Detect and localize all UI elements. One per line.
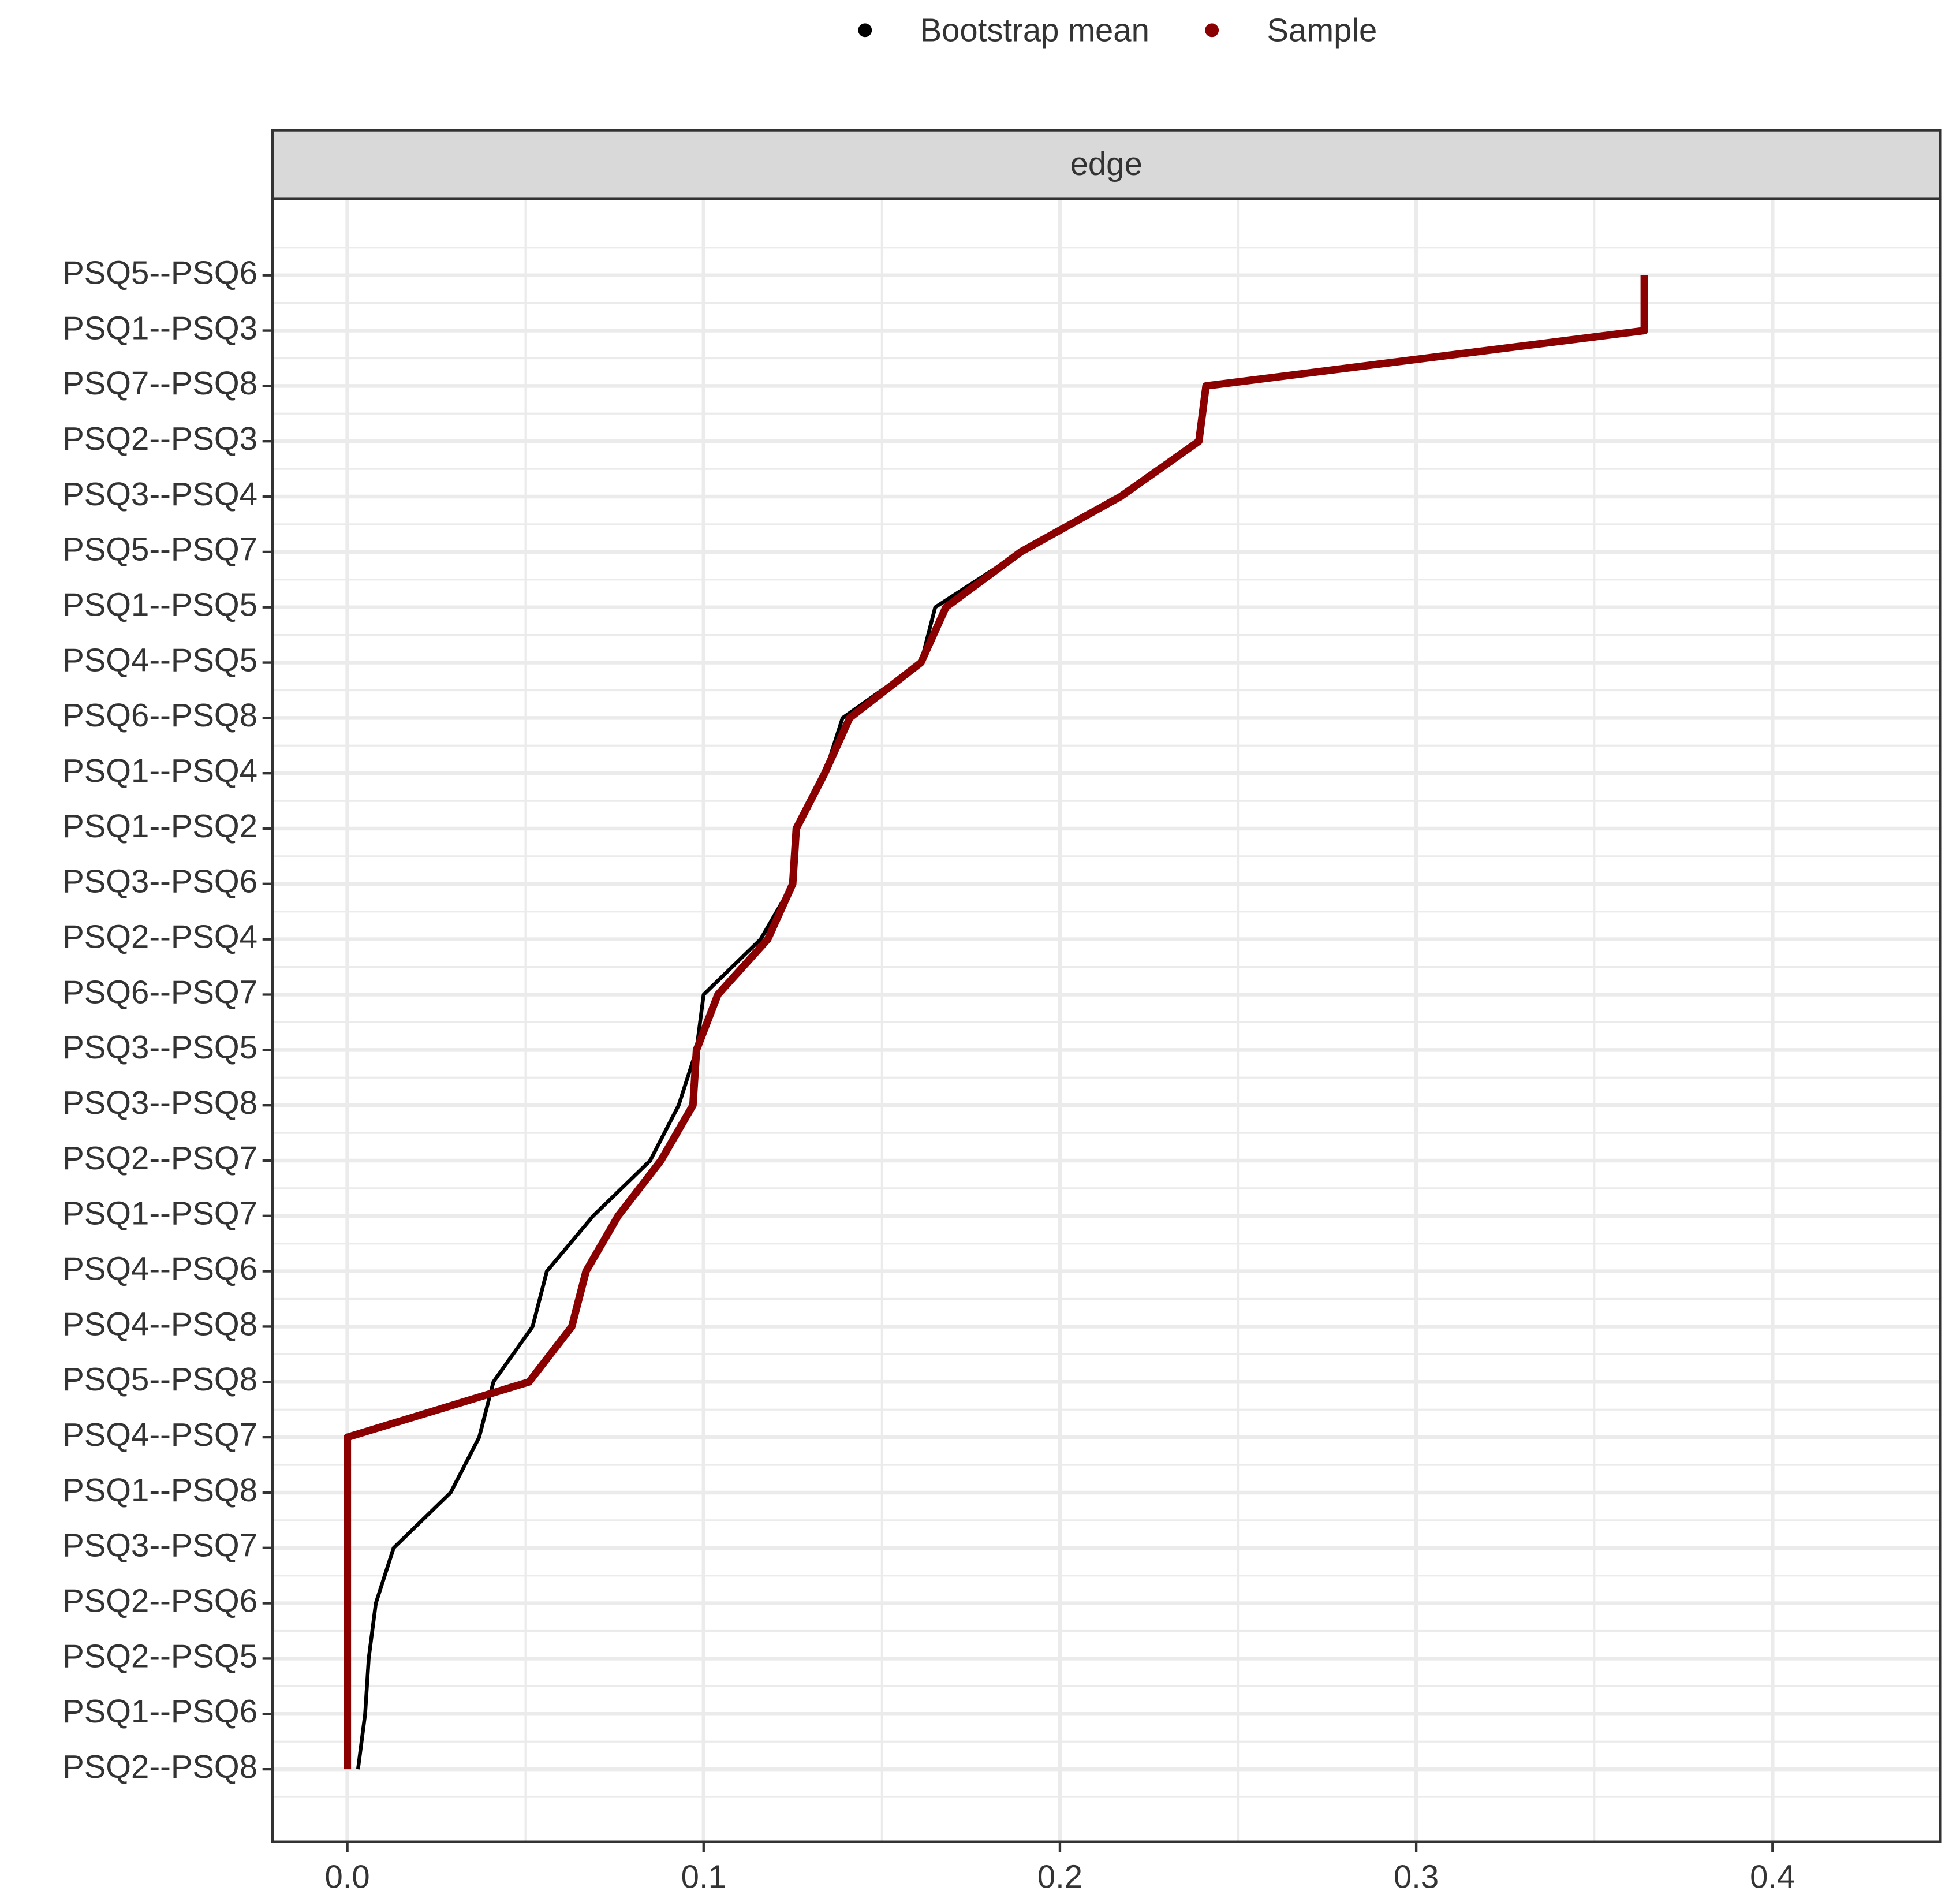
- y-tick-label: PSQ6--PSQ7: [62, 974, 257, 1010]
- y-tick-label: PSQ1--PSQ3: [62, 309, 257, 346]
- panel-background: [272, 199, 1940, 1842]
- legend-marker: [858, 23, 872, 38]
- legend-marker: [1205, 23, 1219, 38]
- y-tick-label: PSQ4--PSQ8: [62, 1306, 257, 1342]
- series-line: [344, 275, 1648, 1770]
- y-tick-label: PSQ1--PSQ8: [62, 1472, 257, 1508]
- legend-label: Sample: [1267, 12, 1377, 49]
- y-tick-label: PSQ1--PSQ4: [62, 752, 257, 789]
- y-tick-label: PSQ3--PSQ7: [62, 1527, 257, 1564]
- y-tick-label: PSQ5--PSQ7: [62, 531, 257, 568]
- legend: Bootstrap mean Sample: [858, 12, 1377, 49]
- x-tick-label: 0.0: [324, 1859, 369, 1895]
- panel-border: [271, 197, 1942, 1843]
- y-tick-label: PSQ3--PSQ6: [62, 863, 257, 900]
- y-tick-label: PSQ2--PSQ4: [62, 919, 257, 955]
- y-tick-label: PSQ2--PSQ8: [62, 1748, 257, 1785]
- y-tick-label: PSQ3--PSQ8: [62, 1084, 257, 1121]
- y-tick-label: PSQ3--PSQ4: [62, 476, 257, 512]
- legend-label: Bootstrap mean: [920, 12, 1149, 49]
- x-tick-label: 0.3: [1394, 1859, 1439, 1895]
- y-tick-label: PSQ6--PSQ8: [62, 697, 257, 733]
- y-tick-label: PSQ4--PSQ6: [62, 1251, 257, 1287]
- x-tick-label: 0.2: [1037, 1859, 1082, 1895]
- y-tick-label: PSQ4--PSQ5: [62, 642, 257, 678]
- y-tick-label: PSQ1--PSQ5: [62, 587, 257, 623]
- y-tick-label: PSQ2--PSQ5: [62, 1638, 257, 1674]
- facet-strip: [271, 129, 1942, 200]
- y-tick-label: PSQ1--PSQ7: [62, 1195, 257, 1232]
- y-tick-label: PSQ1--PSQ2: [62, 808, 257, 844]
- y-tick-label: PSQ5--PSQ6: [62, 255, 257, 291]
- y-tick-label: PSQ3--PSQ5: [62, 1029, 257, 1065]
- y-tick-label: PSQ2--PSQ6: [62, 1582, 257, 1618]
- y-tick-label: PSQ7--PSQ8: [62, 365, 257, 401]
- facet-label: edge: [1070, 146, 1143, 182]
- x-tick-label: 0.4: [1750, 1859, 1795, 1895]
- y-tick-label: PSQ5--PSQ8: [62, 1361, 257, 1397]
- y-tick-label: PSQ2--PSQ7: [62, 1140, 257, 1176]
- y-tick-label: PSQ2--PSQ3: [62, 420, 257, 457]
- y-tick-label: PSQ4--PSQ7: [62, 1416, 257, 1453]
- x-tick-label: 0.1: [681, 1859, 726, 1895]
- y-tick-label: PSQ1--PSQ6: [62, 1693, 257, 1729]
